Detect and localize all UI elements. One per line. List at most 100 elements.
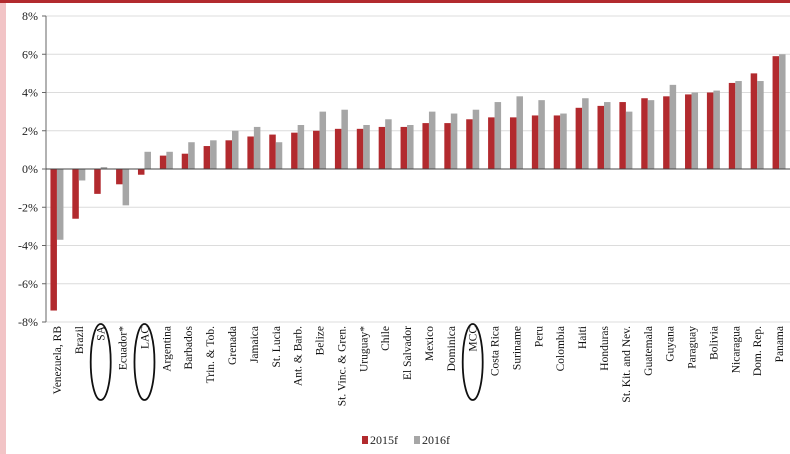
- bar-2015f: [378, 126, 386, 169]
- bar-2015f: [444, 123, 451, 169]
- bar-2015f: [50, 169, 57, 311]
- bar-2015f: [597, 105, 604, 169]
- bar-2015f: [356, 128, 364, 169]
- bar-2015f: [225, 140, 232, 169]
- legend-label: 2015f: [370, 433, 398, 447]
- bar-2016f: [341, 109, 348, 169]
- bar-2016f: [582, 98, 589, 169]
- x-tick-label: Ecuador*: [118, 326, 130, 370]
- bar-2015f: [531, 115, 539, 169]
- bar-2016f: [166, 151, 173, 169]
- x-tick-label: El Salvador: [402, 326, 414, 380]
- bar-2016f: [538, 100, 545, 169]
- bar-2015f: [706, 92, 714, 169]
- bar-2016f: [669, 84, 677, 169]
- x-tick-label: Brazil: [74, 326, 86, 354]
- x-tick-label: Dominica: [446, 326, 458, 371]
- bar-2016f: [779, 54, 786, 169]
- x-tick-label: Chile: [380, 326, 392, 351]
- x-tick-label: SA: [96, 325, 108, 340]
- bar-2016f: [100, 167, 108, 169]
- y-tick-label: 6%: [22, 47, 38, 61]
- x-tick-label: Ant. & Barb.: [293, 326, 305, 386]
- bar-2016f: [144, 151, 151, 169]
- bar-2016f: [275, 142, 283, 169]
- bar-2015f: [750, 73, 758, 169]
- y-tick-label: 4%: [22, 86, 38, 100]
- bar-2016f: [253, 126, 261, 169]
- y-axis-ticks: -8% -6% -4% -2% 0% 2% 4% 6% 8%: [18, 9, 46, 329]
- bar-2015f: [509, 117, 517, 169]
- bar-2016f: [625, 111, 633, 169]
- bar-2015f: [181, 153, 189, 169]
- x-tick-label: Colombia: [555, 326, 567, 371]
- x-tick-label: Barbados: [183, 325, 195, 369]
- bar-2015f: [72, 169, 79, 219]
- x-tick-label: Costa Rica: [490, 326, 502, 376]
- x-tick-label: Grenada: [227, 326, 239, 365]
- bar-2016f: [297, 125, 305, 169]
- x-tick-label: Bolivia: [708, 326, 720, 360]
- x-tick-label: LAC: [139, 326, 151, 349]
- bar-2015f: [619, 102, 626, 169]
- bar-2016f: [472, 109, 480, 169]
- highlight-circle: [133, 323, 156, 401]
- x-tick-label: Haiti: [577, 326, 589, 349]
- bar-2016f: [78, 169, 86, 181]
- legend: 2015f 2016f: [362, 433, 450, 447]
- bar-2015f: [334, 128, 342, 169]
- x-tick-label: St. Lucia: [271, 326, 283, 368]
- bar-2016f: [516, 96, 523, 169]
- bar-2016f: [319, 111, 327, 169]
- y-tick-label: -2%: [18, 200, 38, 214]
- legend-swatch: [362, 436, 368, 444]
- bar-2016f: [385, 119, 392, 169]
- bar-2015f: [422, 123, 429, 169]
- bar-2015f: [116, 169, 123, 185]
- x-tick-label: Venezuela, RB: [52, 326, 64, 395]
- y-tick-label: 2%: [22, 124, 38, 138]
- bar-2015f: [641, 98, 648, 169]
- bar-2015f: [685, 94, 692, 169]
- y-tick-label: -4%: [18, 239, 38, 253]
- bar-2016f: [363, 125, 370, 169]
- y-tick-label: 8%: [22, 9, 38, 23]
- x-tick-label: Nicaragua: [730, 326, 742, 373]
- bar-2016f: [604, 102, 611, 169]
- bar-2015f: [94, 169, 101, 194]
- bar-2016f: [494, 102, 502, 169]
- x-axis-ticks: Venezuela, RB Brazil SA Ecuador* LAC Argentin…: [52, 323, 786, 406]
- x-tick-label: Uruguay*: [358, 326, 370, 372]
- bar-2016f: [122, 169, 130, 206]
- bar-2015f: [400, 126, 408, 169]
- x-tick-label: Dom. Rep.: [752, 326, 764, 376]
- bar-2015f: [159, 155, 167, 169]
- bars: [50, 54, 786, 311]
- x-tick-label: Trin. & Tob.: [205, 326, 217, 383]
- legend-label: 2016f: [422, 433, 450, 447]
- bar-2015f: [203, 146, 211, 169]
- highlight-circle: [461, 323, 484, 401]
- left-strip: [0, 3, 6, 454]
- x-tick-label: MCC: [468, 326, 480, 352]
- y-tick-label: 0%: [22, 162, 38, 176]
- bar-2016f: [735, 81, 742, 169]
- bar-2016f: [188, 142, 195, 169]
- x-tick-label: Suriname: [511, 326, 523, 370]
- x-tick-label: Argentina: [161, 326, 173, 372]
- axes: [45, 16, 790, 322]
- bar-2016f: [210, 140, 217, 169]
- bar-2016f: [56, 169, 64, 240]
- bar-2015f: [466, 119, 473, 169]
- bar-2015f: [247, 136, 254, 169]
- x-tick-label: Guyana: [665, 326, 677, 362]
- legend-swatch: [414, 436, 420, 444]
- x-tick-label: Panama: [774, 326, 786, 362]
- bar-2015f: [291, 132, 298, 169]
- bar-2015f: [488, 117, 495, 169]
- bar-2016f: [757, 81, 764, 169]
- x-tick-label: St. Vinc. & Gren.: [336, 326, 348, 406]
- bar-2015f: [137, 169, 145, 175]
- top-rule: [0, 0, 790, 3]
